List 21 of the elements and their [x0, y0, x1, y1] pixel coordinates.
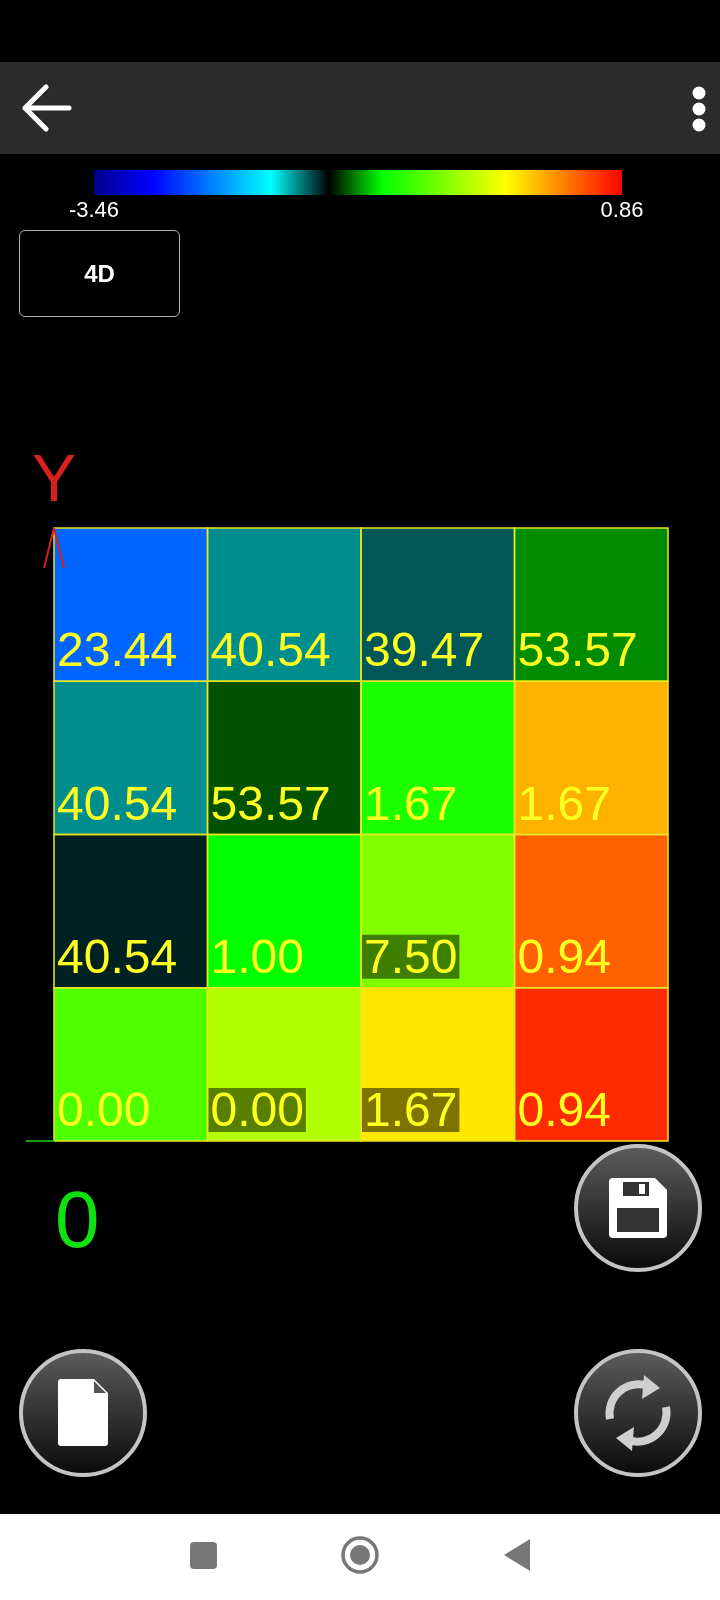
y-axis-title: Y [31, 441, 77, 515]
annotation: 40.54 [57, 929, 178, 983]
annotation: 0.94 [517, 929, 611, 983]
annotation: 1.00 [210, 929, 304, 983]
text: 0 [55, 1175, 100, 1264]
annotation: 40.54 [57, 776, 178, 830]
annotation: 23.44 [57, 623, 178, 677]
annotation: 39.47 [364, 623, 485, 677]
annotation: 0.00 [210, 1083, 304, 1136]
annotation: 1.67 [364, 1083, 458, 1136]
button: 4D [19, 230, 180, 317]
annotation: 1.67 [517, 776, 611, 830]
color-bar-label: -3.46 [68, 197, 120, 223]
color-bar-label: 0.86 [600, 197, 644, 223]
annotation: 1.67 [364, 776, 458, 830]
annotation: 53.57 [517, 623, 638, 677]
annotation: 53.57 [210, 776, 331, 830]
annotation: 0.00 [57, 1083, 151, 1136]
annotation: 7.50 [364, 929, 458, 983]
annotation: 0.94 [517, 1083, 611, 1136]
annotation: 40.54 [210, 623, 331, 677]
